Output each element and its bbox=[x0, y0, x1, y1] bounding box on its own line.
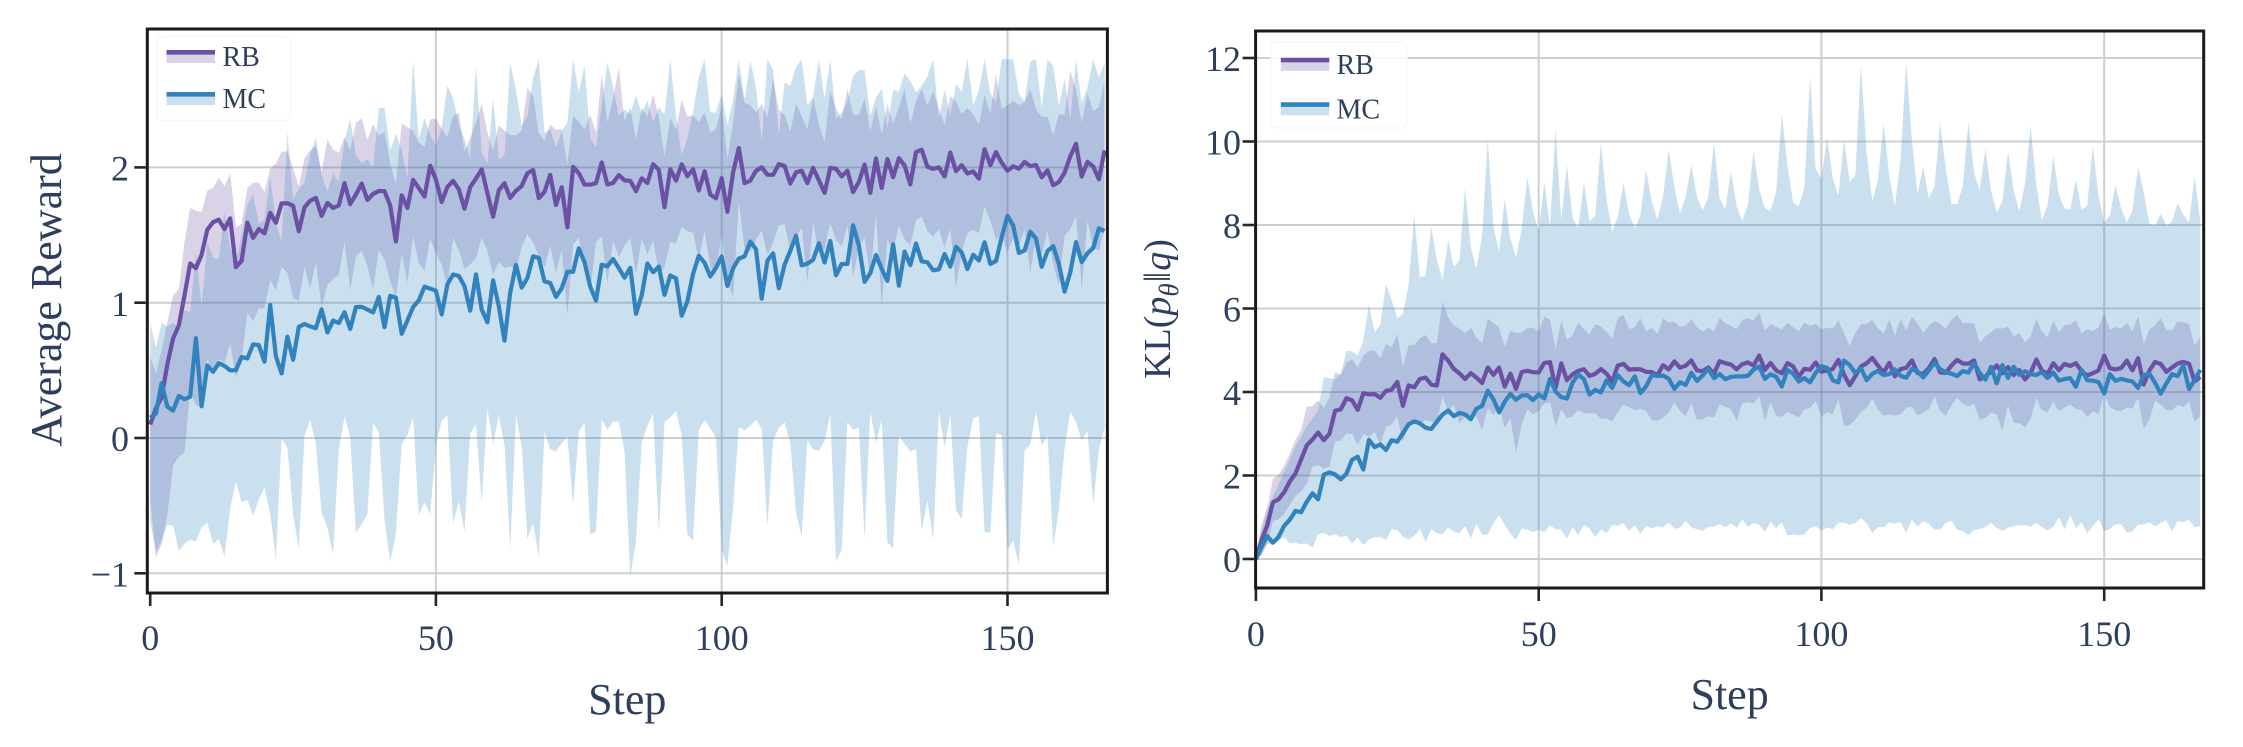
svg-text:8: 8 bbox=[1223, 206, 1241, 246]
svg-text:100: 100 bbox=[1794, 614, 1848, 654]
svg-text:0: 0 bbox=[141, 618, 159, 658]
svg-text:0: 0 bbox=[1247, 614, 1265, 654]
svg-text:10: 10 bbox=[1205, 123, 1241, 163]
svg-text:RB: RB bbox=[1337, 50, 1374, 81]
svg-text:6: 6 bbox=[1223, 290, 1241, 330]
svg-text:2: 2 bbox=[111, 149, 129, 189]
svg-text:MC: MC bbox=[1337, 94, 1381, 125]
svg-text:1: 1 bbox=[111, 284, 129, 324]
svg-text:2: 2 bbox=[1223, 457, 1241, 497]
svg-text:50: 50 bbox=[1521, 614, 1557, 654]
svg-text:KL(pθ‖q): KL(pθ‖q) bbox=[1137, 239, 1184, 379]
svg-text:MC: MC bbox=[223, 84, 267, 115]
svg-text:−1: −1 bbox=[91, 555, 129, 595]
svg-text:0: 0 bbox=[111, 419, 129, 459]
svg-text:4: 4 bbox=[1223, 373, 1241, 413]
svg-text:150: 150 bbox=[981, 618, 1035, 658]
svg-text:12: 12 bbox=[1205, 39, 1241, 79]
svg-text:RB: RB bbox=[223, 42, 260, 73]
svg-text:50: 50 bbox=[418, 618, 454, 658]
svg-text:0: 0 bbox=[1223, 540, 1241, 580]
svg-text:Average Reward: Average Reward bbox=[22, 153, 71, 447]
svg-text:100: 100 bbox=[695, 618, 749, 658]
svg-text:Step: Step bbox=[588, 675, 666, 724]
svg-text:Step: Step bbox=[1690, 670, 1768, 719]
svg-text:150: 150 bbox=[2077, 614, 2131, 654]
